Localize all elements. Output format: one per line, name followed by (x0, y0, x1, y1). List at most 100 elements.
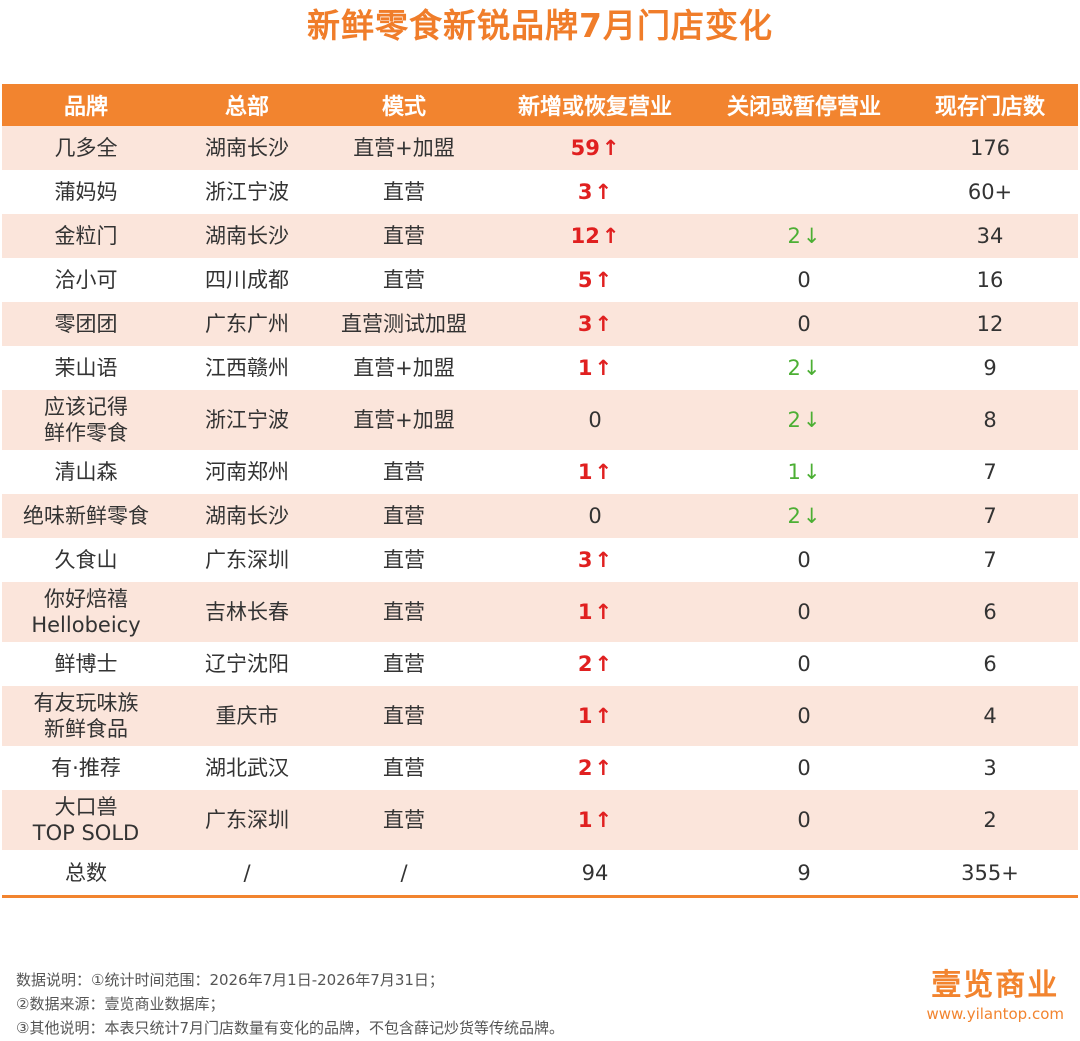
cell-mode: 直营 (324, 494, 484, 538)
total-mode: / (324, 850, 484, 898)
cell-added: 1↑ (484, 790, 706, 850)
cell-added: 59↑ (484, 126, 706, 170)
arrow-up-icon: ↑ (594, 756, 613, 780)
arrow-up-icon: ↑ (594, 548, 613, 572)
table-row: 大口兽 TOP SOLD 广东深圳 直营 1↑ 0 2 (2, 790, 1078, 850)
table-row: 蒲妈妈 浙江宁波 直营 3↑ 60+ (2, 170, 1078, 214)
cell-brand: 茉山语 (2, 346, 170, 390)
cell-mode: 直营 (324, 170, 484, 214)
brand-name: 你好焙禧 (44, 587, 128, 611)
cell-brand: 几多全 (2, 126, 170, 170)
brand-name: 大口兽 (54, 795, 118, 819)
closed-value: 1 (787, 460, 801, 484)
cell-stores: 16 (902, 258, 1078, 302)
cell-added: 1↑ (484, 686, 706, 746)
cell-added: 3↑ (484, 538, 706, 582)
cell-brand: 久食山 (2, 538, 170, 582)
cell-hq: 浙江宁波 (170, 170, 324, 214)
added-value: 59 (570, 136, 600, 160)
added-value: 12 (570, 224, 600, 248)
cell-hq: 吉林长春 (170, 582, 324, 642)
cell-brand: 绝味新鲜零食 (2, 494, 170, 538)
header-brand: 品牌 (2, 84, 170, 126)
cell-hq: 辽宁沈阳 (170, 642, 324, 686)
total-added: 94 (484, 850, 706, 898)
header-closed: 关闭或暂停营业 (706, 84, 902, 126)
cell-brand: 洽小可 (2, 258, 170, 302)
cell-closed (706, 126, 902, 170)
cell-brand: 金粒门 (2, 214, 170, 258)
page-title: 新鲜零食新锐品牌7月门店变化 (307, 6, 773, 45)
added-value: 3 (577, 180, 593, 204)
header-hq: 总部 (170, 84, 324, 126)
cell-stores: 9 (902, 346, 1078, 390)
arrow-up-icon: ↑ (601, 136, 620, 160)
total-label: 总数 (2, 850, 170, 898)
cell-mode: 直营测试加盟 (324, 302, 484, 346)
cell-stores: 6 (902, 642, 1078, 686)
cell-brand: 应该记得 鲜作零食 (2, 390, 170, 450)
arrow-up-icon: ↑ (594, 312, 613, 336)
cell-hq: 广东广州 (170, 302, 324, 346)
closed-value: 0 (797, 268, 811, 292)
closed-value: 0 (797, 704, 811, 728)
cell-hq: 浙江宁波 (170, 390, 324, 450)
cell-added: 3↑ (484, 170, 706, 214)
cell-closed: 1↓ (706, 450, 902, 494)
brand-name: 清山森 (54, 460, 118, 484)
cell-hq: 湖南长沙 (170, 214, 324, 258)
cell-stores: 34 (902, 214, 1078, 258)
brand-name: 有·推荐 (51, 756, 121, 780)
brand-name: 零团团 (54, 312, 118, 336)
cell-hq: 湖南长沙 (170, 126, 324, 170)
cell-closed: 2↓ (706, 494, 902, 538)
brand-name: 几多全 (54, 136, 118, 160)
cell-hq: 四川成都 (170, 258, 324, 302)
table-row: 久食山 广东深圳 直营 3↑ 0 7 (2, 538, 1078, 582)
cell-stores: 6 (902, 582, 1078, 642)
table-row: 洽小可 四川成都 直营 5↑ 0 16 (2, 258, 1078, 302)
cell-mode: 直营 (324, 686, 484, 746)
added-value: 2 (577, 756, 593, 780)
cell-closed: 0 (706, 582, 902, 642)
closed-value: 2 (787, 356, 801, 380)
table-row: 零团团 广东广州 直营测试加盟 3↑ 0 12 (2, 302, 1078, 346)
closed-value: 2 (787, 408, 801, 432)
cell-hq: 广东深圳 (170, 790, 324, 850)
table-row: 有友玩味族 新鲜食品 重庆市 直营 1↑ 0 4 (2, 686, 1078, 746)
added-value: 3 (577, 312, 593, 336)
cell-stores: 7 (902, 494, 1078, 538)
arrow-down-icon: ↓ (802, 356, 821, 380)
table-row: 应该记得 鲜作零食 浙江宁波 直营+加盟 0 2↓ 8 (2, 390, 1078, 450)
note-line: 数据说明：①统计时间范围：2026年7月1日-2026年7月31日； (16, 971, 444, 989)
arrow-up-icon: ↑ (594, 268, 613, 292)
closed-value: 0 (797, 808, 811, 832)
cell-added: 3↑ (484, 302, 706, 346)
brand-name: 金粒门 (54, 224, 118, 248)
brand-name: 绝味新鲜零食 (23, 504, 149, 528)
closed-value: 2 (787, 224, 801, 248)
cell-added: 12↑ (484, 214, 706, 258)
cell-brand: 大口兽 TOP SOLD (2, 790, 170, 850)
added-value: 0 (588, 504, 602, 528)
cell-closed: 0 (706, 686, 902, 746)
footnotes: 数据说明：①统计时间范围：2026年7月1日-2026年7月31日； ②数据来源… (16, 968, 564, 1040)
arrow-down-icon: ↓ (802, 224, 821, 248)
closed-value: 0 (797, 312, 811, 336)
added-value: 0 (588, 408, 602, 432)
table-row: 鲜博士 辽宁沈阳 直营 2↑ 0 6 (2, 642, 1078, 686)
total-closed: 9 (706, 850, 902, 898)
cell-hq: 重庆市 (170, 686, 324, 746)
cell-stores: 8 (902, 390, 1078, 450)
total-hq: / (170, 850, 324, 898)
arrow-up-icon: ↑ (601, 224, 620, 248)
total-stores: 355+ (902, 850, 1078, 898)
arrow-up-icon: ↑ (594, 808, 613, 832)
arrow-up-icon: ↑ (594, 356, 613, 380)
cell-added: 5↑ (484, 258, 706, 302)
brand-name: 洽小可 (54, 268, 118, 292)
cell-hq: 湖北武汉 (170, 746, 324, 790)
cell-mode: 直营 (324, 582, 484, 642)
cell-mode: 直营 (324, 642, 484, 686)
cell-hq: 河南郑州 (170, 450, 324, 494)
